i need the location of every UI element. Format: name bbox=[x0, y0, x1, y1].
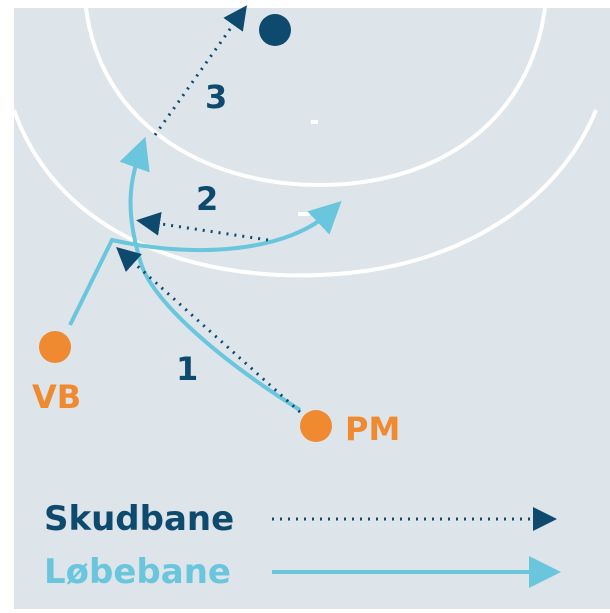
player bbox=[300, 410, 332, 442]
run-path bbox=[68, 200, 342, 326]
player bbox=[39, 331, 71, 363]
legend-label: Skudbane bbox=[44, 499, 234, 539]
step-number: 3 bbox=[205, 78, 227, 116]
free-throw-line bbox=[12, 109, 598, 278]
penalty-mark bbox=[311, 120, 318, 124]
shot-path bbox=[153, 5, 247, 136]
ball bbox=[259, 14, 291, 46]
player-label: VB bbox=[32, 378, 81, 416]
step-number: 2 bbox=[196, 180, 218, 218]
goal-area-line bbox=[84, 7, 547, 188]
court bbox=[14, 8, 610, 609]
legend-label: Løbebane bbox=[44, 552, 231, 592]
player-label: PM bbox=[345, 410, 400, 448]
step-number: 1 bbox=[176, 350, 198, 388]
